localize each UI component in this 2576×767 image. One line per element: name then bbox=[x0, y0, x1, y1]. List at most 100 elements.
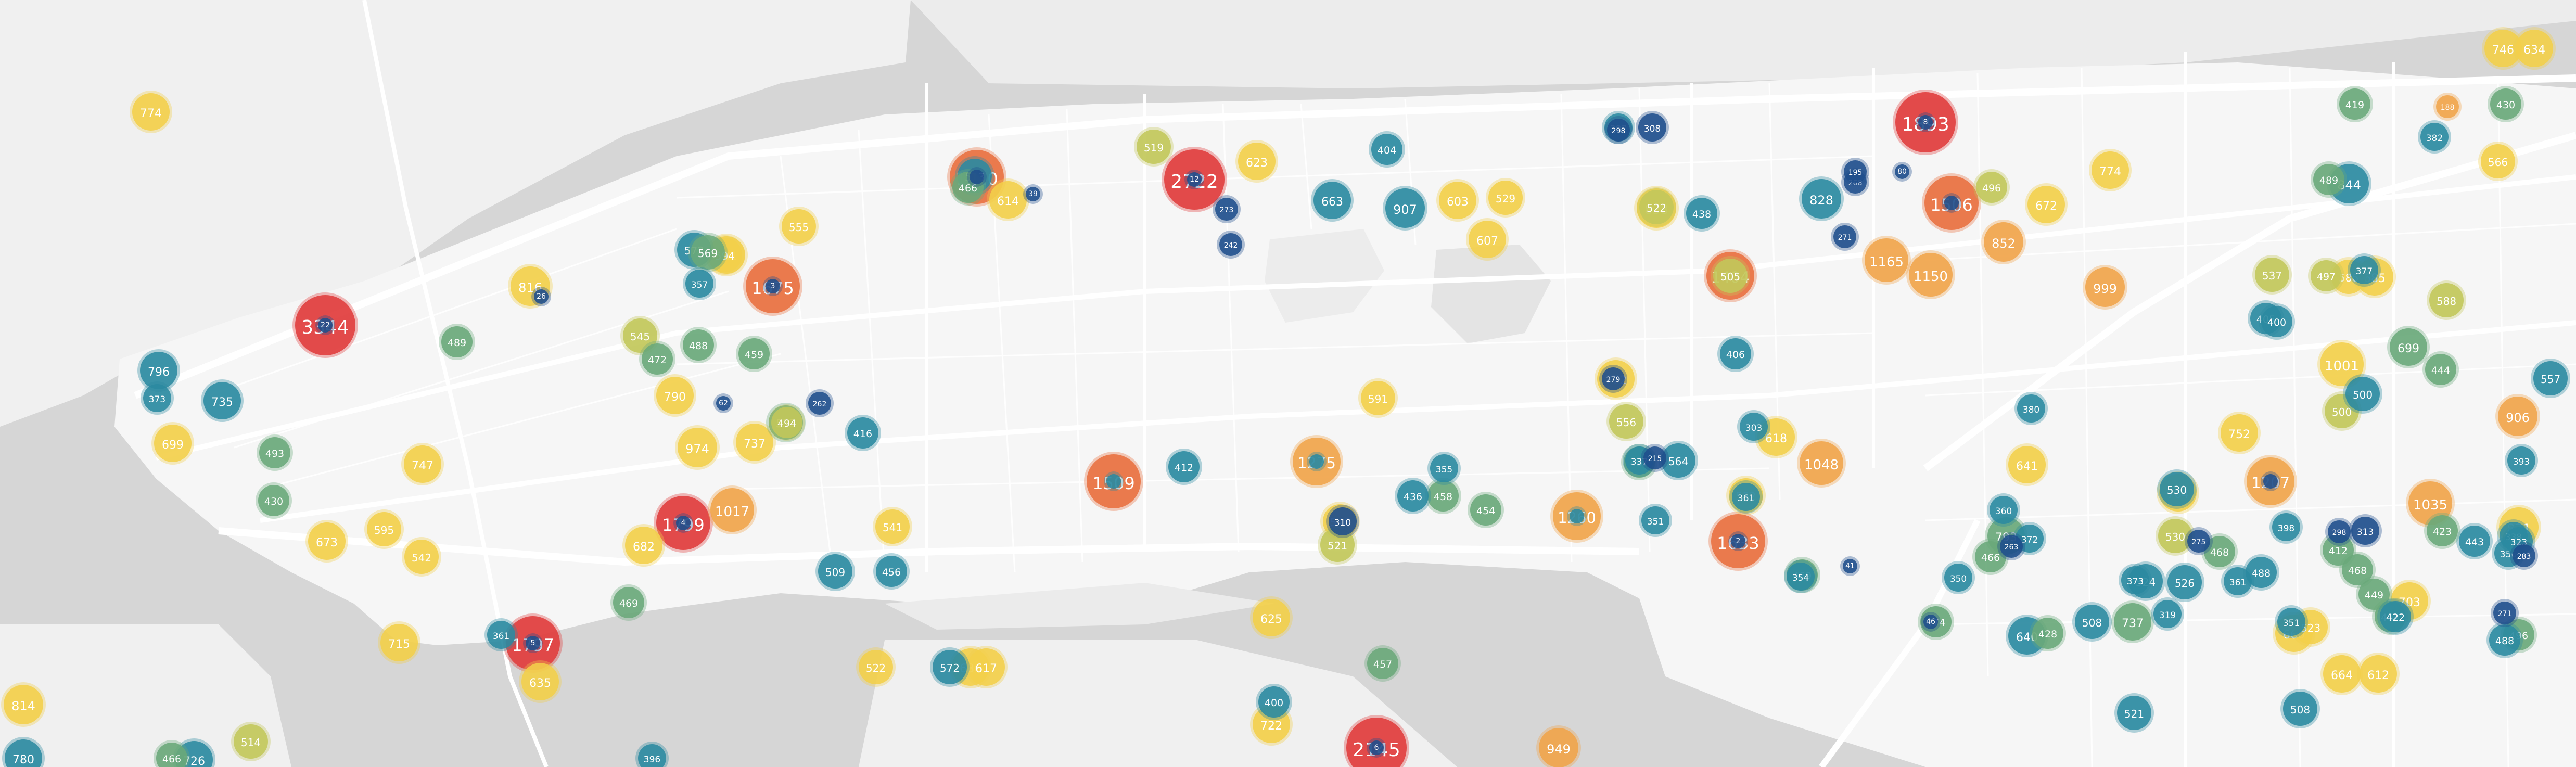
cluster-marker[interactable]: 521 bbox=[2114, 693, 2154, 733]
cluster-dot[interactable] bbox=[2436, 95, 2459, 118]
cluster-dot[interactable] bbox=[2339, 88, 2370, 120]
cluster-dot[interactable] bbox=[1720, 338, 1751, 369]
cluster-dot[interactable] bbox=[2027, 186, 2065, 223]
cluster-dot[interactable] bbox=[1470, 494, 1501, 526]
cluster-marker[interactable]: 774 bbox=[130, 91, 172, 133]
cluster-dot[interactable] bbox=[1469, 221, 1506, 258]
cluster-marker[interactable]: 279 bbox=[1599, 365, 1627, 393]
cluster-dot[interactable] bbox=[2114, 603, 2151, 641]
cluster-dot[interactable] bbox=[2490, 88, 2521, 120]
cluster-dot[interactable] bbox=[234, 724, 268, 759]
cluster-marker[interactable]: 752 bbox=[2218, 412, 2261, 454]
cluster-marker[interactable]: 298 bbox=[1604, 116, 1633, 144]
cluster-dot[interactable] bbox=[2224, 567, 2252, 595]
cluster-dot[interactable] bbox=[685, 270, 713, 298]
cluster-dot[interactable] bbox=[2092, 151, 2129, 189]
cluster-marker[interactable] bbox=[1567, 506, 1587, 526]
cluster-marker[interactable]: 80 bbox=[1892, 162, 1912, 182]
cluster-marker[interactable]: 6 bbox=[1367, 738, 1386, 758]
cluster-marker[interactable]: 396 bbox=[635, 742, 669, 767]
cluster-marker[interactable]: 635 bbox=[519, 660, 562, 703]
cluster-markers[interactable]: 3344272218932145179717991675163315101506… bbox=[1, 27, 2570, 767]
cluster-dot[interactable] bbox=[691, 235, 725, 270]
cluster-marker[interactable]: 3 bbox=[763, 276, 783, 296]
cluster-marker[interactable]: 612 bbox=[2357, 653, 2400, 695]
cluster-marker[interactable] bbox=[2261, 471, 2280, 491]
cluster-dot[interactable] bbox=[154, 425, 192, 462]
cluster-marker[interactable]: 2 bbox=[1728, 531, 1748, 551]
cluster-marker[interactable]: 188 bbox=[2433, 93, 2462, 121]
cluster-dot[interactable] bbox=[2221, 414, 2258, 452]
cluster-dot[interactable] bbox=[2498, 397, 2537, 436]
cluster-marker[interactable]: 497 bbox=[2308, 258, 2344, 294]
cluster-marker[interactable]: 39 bbox=[1023, 184, 1043, 204]
cluster-marker[interactable]: 1150 bbox=[1906, 250, 1955, 299]
cluster-marker[interactable]: 664 bbox=[2320, 653, 2363, 695]
cluster-dot[interactable] bbox=[1944, 196, 1959, 210]
cluster-dot[interactable] bbox=[2350, 256, 2378, 284]
cluster-dot[interactable] bbox=[766, 279, 780, 293]
cluster-dot[interactable] bbox=[818, 554, 852, 589]
cluster-marker[interactable]: 625 bbox=[1250, 596, 1293, 639]
cluster-dot[interactable] bbox=[2420, 123, 2449, 151]
cluster-marker[interactable]: 1001 bbox=[2317, 340, 2366, 389]
cluster-marker[interactable]: 735 bbox=[201, 379, 244, 422]
cluster-dot[interactable] bbox=[1187, 172, 1202, 187]
cluster-marker[interactable]: 308 bbox=[1636, 111, 1669, 144]
cluster-dot[interactable] bbox=[1686, 198, 1717, 229]
cluster-dot[interactable] bbox=[1923, 615, 1938, 629]
cluster-marker[interactable]: 488 bbox=[2243, 554, 2279, 591]
cluster-marker[interactable]: 508 bbox=[2072, 602, 2112, 642]
cluster-dot[interactable] bbox=[1488, 181, 1523, 215]
cluster-dot[interactable] bbox=[2160, 472, 2194, 506]
cluster-dot[interactable] bbox=[1309, 454, 1324, 469]
cluster-dot[interactable] bbox=[678, 428, 717, 467]
cluster-marker[interactable]: 422 bbox=[2377, 598, 2414, 635]
cluster-marker[interactable] bbox=[1307, 452, 1327, 471]
cluster-dot[interactable] bbox=[203, 382, 241, 419]
cluster-dot[interactable] bbox=[1918, 115, 1933, 130]
cluster-marker[interactable]: 449 bbox=[2356, 576, 2392, 612]
cluster-dot[interactable] bbox=[2358, 579, 2390, 610]
cluster-marker[interactable]: 488 bbox=[680, 327, 717, 363]
cluster-marker[interactable]: 699 bbox=[2387, 326, 2430, 368]
cluster-marker[interactable]: 273 bbox=[1213, 195, 1241, 223]
cluster-dot[interactable] bbox=[656, 377, 694, 414]
cluster-marker[interactable]: 641 bbox=[2006, 443, 2048, 486]
cluster-dot[interactable] bbox=[1329, 507, 1357, 535]
cluster-marker[interactable]: 603 bbox=[1436, 179, 1479, 222]
cluster-dot[interactable] bbox=[2342, 554, 2373, 585]
cluster-dot[interactable] bbox=[2425, 354, 2456, 385]
cluster-dot[interactable] bbox=[2380, 601, 2411, 632]
cluster-marker[interactable]: 350 bbox=[1942, 561, 1975, 594]
cluster-marker[interactable]: 699 bbox=[151, 422, 194, 465]
cluster-marker[interactable]: 393 bbox=[2505, 444, 2538, 477]
cluster-marker[interactable]: 468 bbox=[2201, 533, 2238, 570]
cluster-marker[interactable]: 400 bbox=[2259, 303, 2295, 340]
cluster-dot[interactable] bbox=[308, 522, 346, 560]
cluster-dot[interactable] bbox=[2261, 306, 2292, 337]
cluster-marker[interactable]: 373 bbox=[141, 381, 174, 415]
cluster-dot[interactable] bbox=[2153, 600, 2182, 628]
cluster-dot[interactable] bbox=[5, 739, 42, 767]
cluster-dot[interactable] bbox=[970, 170, 984, 184]
cluster-marker[interactable]: 419 bbox=[2337, 86, 2373, 122]
cluster-dot[interactable] bbox=[2032, 618, 2063, 649]
cluster-dot[interactable] bbox=[1397, 480, 1429, 512]
cluster-marker[interactable]: 271 bbox=[2491, 599, 2519, 627]
cluster-dot[interactable] bbox=[4, 685, 43, 724]
cluster-dot[interactable] bbox=[1638, 113, 1666, 142]
cluster-marker[interactable]: 634 bbox=[2513, 27, 2556, 70]
cluster-marker[interactable]: 351 bbox=[1639, 504, 1672, 537]
cluster-marker[interactable]: 416 bbox=[845, 415, 881, 451]
cluster-marker[interactable]: 509 bbox=[815, 552, 855, 591]
cluster-marker[interactable]: 493 bbox=[257, 434, 293, 471]
cluster-dot[interactable] bbox=[989, 181, 1027, 219]
cluster-dot[interactable] bbox=[847, 417, 878, 449]
cluster-dot[interactable] bbox=[2121, 566, 2149, 594]
cluster-dot[interactable] bbox=[1371, 134, 1402, 165]
cluster-marker[interactable]: 436 bbox=[1395, 478, 1431, 514]
cluster-dot[interactable] bbox=[638, 744, 666, 767]
cluster-marker[interactable]: 4 bbox=[673, 513, 693, 533]
